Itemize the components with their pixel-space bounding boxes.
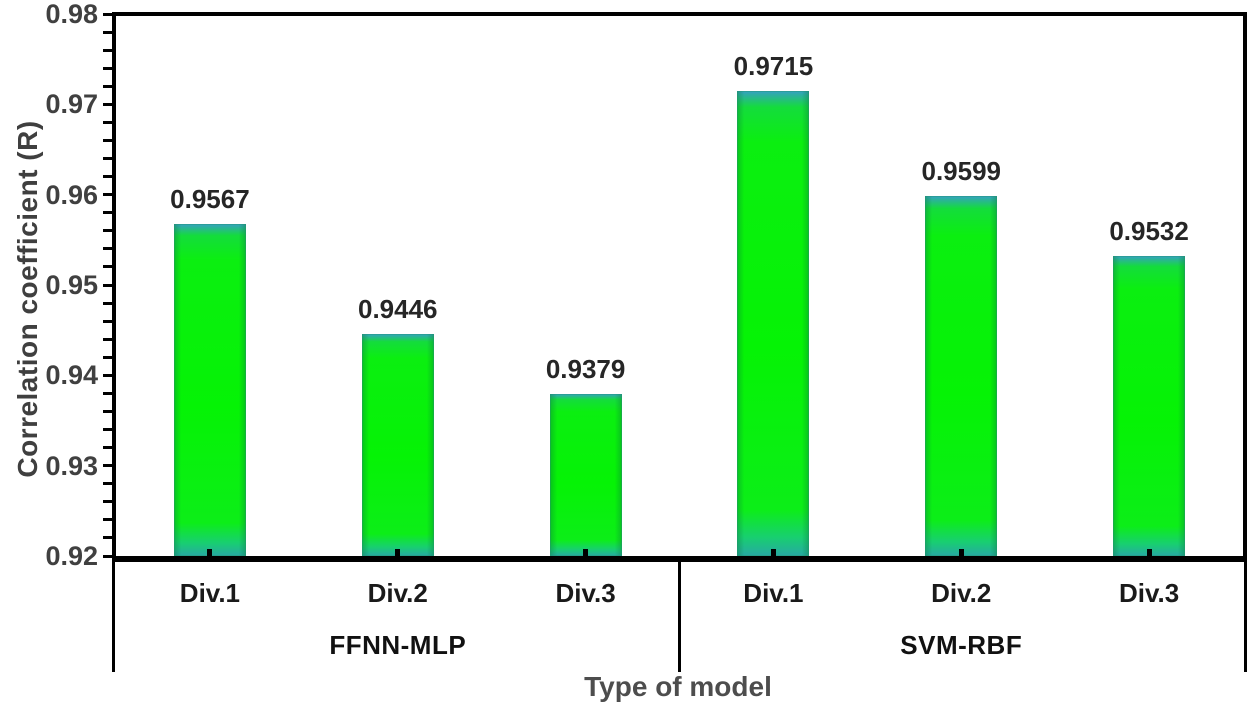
data-label: 0.9567 <box>170 184 250 215</box>
bar-div3 <box>549 394 622 556</box>
y-axis-tick <box>103 247 112 251</box>
y-tick-label: 0.92 <box>45 541 98 571</box>
y-axis-tick <box>103 446 112 450</box>
y-axis-tick <box>103 193 112 197</box>
y-axis-tick <box>103 355 112 359</box>
y-axis-tick <box>103 84 112 88</box>
x-axis-tick <box>958 549 964 556</box>
category-label: Div.3 <box>1118 578 1180 608</box>
y-axis-tick <box>103 518 112 522</box>
y-axis-tick <box>103 337 112 341</box>
bar-div1 <box>173 224 246 556</box>
y-axis-tick <box>103 120 112 124</box>
data-label: 0.9532 <box>1109 216 1189 247</box>
y-axis-tick <box>103 536 112 540</box>
data-label: 0.9446 <box>357 293 438 324</box>
plot-area <box>112 12 1247 562</box>
x-axis-tick <box>1146 549 1152 556</box>
group-label-ffnn-mlp: FFNN-MLP <box>329 630 467 660</box>
y-axis-tick <box>103 12 112 16</box>
category-label: Div.2 <box>931 578 992 608</box>
y-axis-tick <box>103 373 112 377</box>
x-axis-tick <box>770 549 776 556</box>
y-axis-tick <box>103 391 112 395</box>
category-label: Div.1 <box>743 578 804 608</box>
x-axis-tick <box>583 549 589 556</box>
y-tick-label: 0.96 <box>45 179 98 210</box>
y-axis-tick <box>103 428 112 432</box>
data-label: 0.9715 <box>733 50 814 81</box>
y-tick-label: 0.97 <box>45 89 98 120</box>
y-axis-tick <box>103 138 112 142</box>
y-axis-tick <box>103 283 112 287</box>
y-axis-tick <box>103 554 112 558</box>
category-label: Div.3 <box>555 578 616 608</box>
y-axis-tick <box>103 500 112 504</box>
x-axis-tick <box>395 549 401 556</box>
y-axis-tick <box>103 66 112 70</box>
y-axis-tick <box>103 48 112 52</box>
y-axis-tick <box>103 175 112 179</box>
data-label: 0.9379 <box>545 354 626 385</box>
bar-div3 <box>1113 256 1186 556</box>
y-axis-tick <box>103 301 112 305</box>
bar-div2 <box>361 333 434 556</box>
category-label: Div.2 <box>367 578 428 608</box>
y-axis-tick <box>103 464 112 468</box>
y-axis-tick <box>103 102 112 106</box>
y-tick-label: 0.93 <box>45 450 98 481</box>
y-axis-tick <box>103 265 112 269</box>
bar-div2 <box>925 195 998 556</box>
category-separator <box>1244 562 1247 672</box>
y-tick-label: 0.95 <box>45 270 98 300</box>
y-axis-tick <box>103 409 112 413</box>
y-axis-tick <box>103 229 112 233</box>
y-axis-tick <box>103 30 112 34</box>
category-separator <box>678 562 681 672</box>
bar-div1 <box>737 90 810 556</box>
y-axis-tick <box>103 211 112 215</box>
y-axis-tick <box>103 482 112 486</box>
group-label-svm-rbf: SVM-RBF <box>900 630 1023 660</box>
x-axis-tick <box>207 549 213 556</box>
category-separator <box>112 562 115 672</box>
y-tick-label: 0.98 <box>45 0 98 29</box>
y-axis-tick <box>103 157 112 161</box>
category-label: Div.1 <box>179 578 241 608</box>
y-tick-label: 0.94 <box>45 360 98 391</box>
x-axis-title: Type of model <box>584 671 772 702</box>
y-axis-tick <box>103 319 112 323</box>
data-label: 0.9599 <box>921 155 1002 186</box>
